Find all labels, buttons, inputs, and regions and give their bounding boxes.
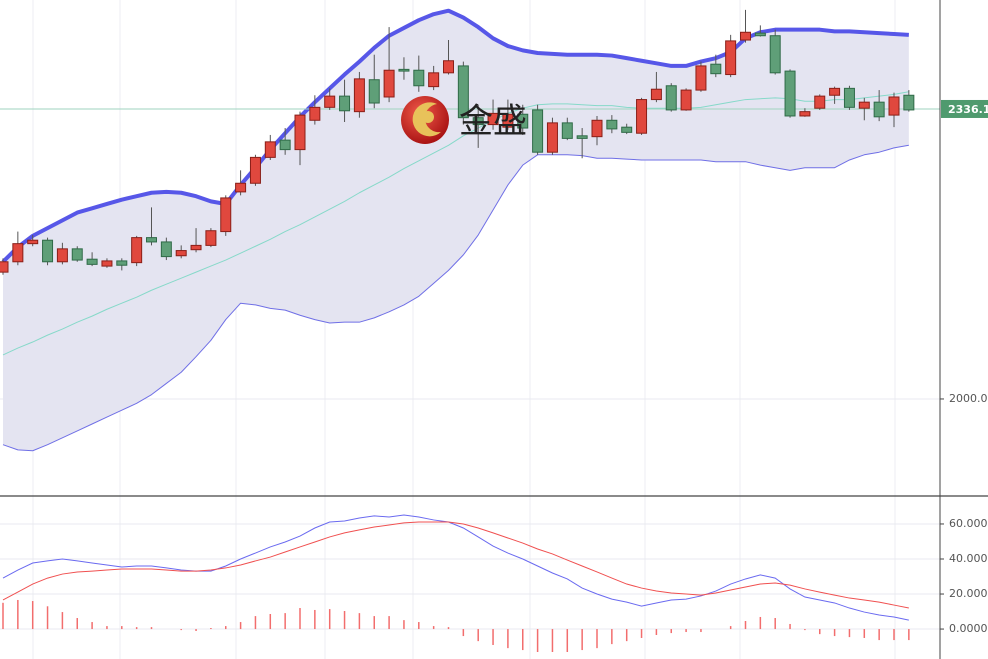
candle-body xyxy=(784,70,796,117)
price-axis: 2000.00 2336.10 60.0000 40.0000 20.0000 0.000… xyxy=(940,99,988,635)
y-tick-label: 60.0000 xyxy=(949,517,988,530)
candle-body xyxy=(0,261,9,273)
candle-body xyxy=(12,243,24,263)
y-tick-label: 0.0000 xyxy=(949,622,988,635)
candle-body xyxy=(383,69,395,98)
last-price-label: 2336.10 xyxy=(948,103,988,116)
candle-body xyxy=(457,65,469,119)
candle-body xyxy=(235,182,247,193)
candle-body xyxy=(428,72,440,88)
candle-body xyxy=(621,126,633,133)
candle-body xyxy=(353,78,365,113)
candle-body xyxy=(86,258,98,265)
candle-body xyxy=(873,101,885,118)
candle-body xyxy=(740,31,751,41)
candle-body xyxy=(42,239,54,263)
candle-body xyxy=(116,260,128,266)
logo-crescent xyxy=(412,102,441,137)
candle-body xyxy=(665,85,677,111)
band-line xyxy=(2,144,909,452)
candle-body xyxy=(754,32,766,37)
candle-body xyxy=(413,69,425,87)
candle-body xyxy=(190,244,202,251)
macd-panel xyxy=(0,514,940,652)
watermark: 金盛 xyxy=(401,96,527,144)
candle-body xyxy=(532,109,544,153)
candle-body xyxy=(443,60,454,74)
candle-body xyxy=(858,101,870,109)
candle-body xyxy=(175,250,187,257)
band-line xyxy=(2,91,909,356)
candle-body xyxy=(710,63,722,75)
candle-body xyxy=(680,89,692,111)
candle-body xyxy=(249,156,261,184)
candle-body xyxy=(160,241,172,258)
candle-body xyxy=(636,99,648,134)
candle-body xyxy=(769,35,781,74)
macd-line xyxy=(2,521,909,609)
candle-body xyxy=(888,96,900,116)
candle-body xyxy=(205,230,217,246)
candle-body xyxy=(101,260,113,267)
candle-body xyxy=(903,94,915,111)
candle-body xyxy=(264,141,276,158)
candle-body xyxy=(502,113,514,128)
candle-body xyxy=(576,135,588,139)
candle-body xyxy=(279,139,291,151)
candle-body xyxy=(309,106,321,121)
candle-body xyxy=(294,114,306,151)
candle-body xyxy=(546,122,558,153)
y-tick-label: 20.0000 xyxy=(949,587,988,600)
candle-body xyxy=(324,95,336,108)
watermark-text: 金盛 xyxy=(459,102,527,142)
candle-body xyxy=(725,40,737,76)
candle-body xyxy=(829,87,841,96)
candle-body xyxy=(843,87,855,108)
candle-body xyxy=(472,117,484,126)
candle-body xyxy=(398,68,410,72)
candle-body xyxy=(339,95,351,112)
y-tick-label: 40.0000 xyxy=(949,552,988,565)
candle-body xyxy=(146,237,157,243)
macd-line xyxy=(2,514,909,621)
last-price-tag xyxy=(941,99,988,118)
candle-body xyxy=(561,122,573,139)
candle-body xyxy=(591,119,603,138)
candle-body xyxy=(56,248,68,263)
y-tick-label: 2000.00 xyxy=(949,392,988,405)
candle-body xyxy=(650,88,662,101)
candle-body xyxy=(71,248,83,261)
candle-body xyxy=(487,112,499,126)
band-fill xyxy=(3,10,909,451)
candle-body xyxy=(606,119,618,130)
logo-dot xyxy=(422,111,434,123)
candle-body xyxy=(695,65,707,91)
candle-body xyxy=(220,197,232,233)
candle-body xyxy=(799,111,811,117)
candle-body xyxy=(814,95,826,109)
candle-body xyxy=(517,113,529,129)
candle-body xyxy=(131,237,143,264)
candle-body xyxy=(368,79,380,104)
candle-body xyxy=(27,239,39,245)
price-panel xyxy=(0,8,940,452)
